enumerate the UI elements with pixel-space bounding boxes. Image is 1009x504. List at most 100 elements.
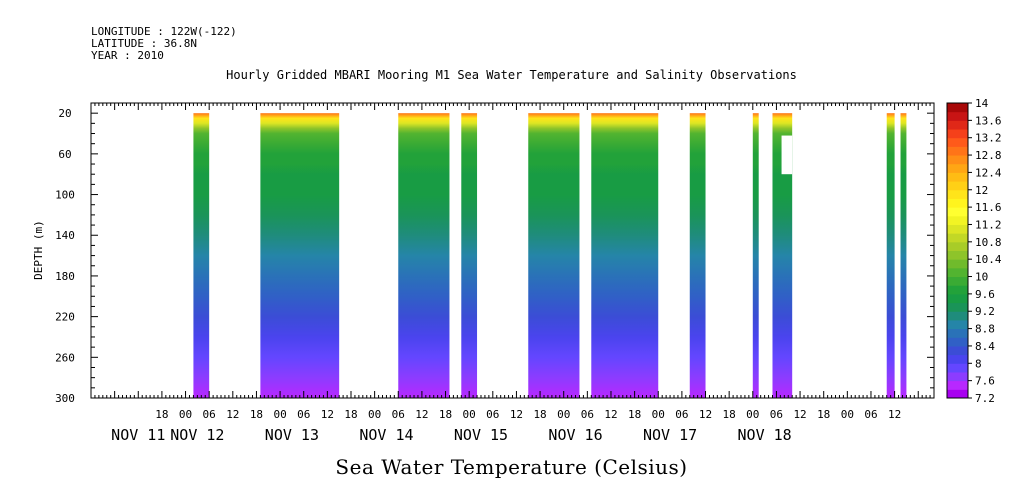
y-tick-label: 60: [58, 148, 71, 161]
x-day-label: NOV 16: [548, 426, 602, 444]
x-tick-label: 18: [628, 408, 641, 421]
x-tick-label: 12: [793, 408, 806, 421]
colorbar: 7.2 7.6 8 8.4 8.8 9.2 9.6 10 10.4 10.8 11.2 11.6 12 1…: [946, 97, 1002, 405]
colorbar-swatch: [947, 146, 968, 156]
longitude-label: LONGITUDE : 122W(-122): [91, 25, 237, 38]
colorbar-label: 11.2: [975, 218, 1002, 231]
data-segment: [900, 113, 907, 398]
y-tick-label: 180: [55, 270, 75, 283]
colorbar-swatch: [947, 293, 968, 304]
colorbar-swatch: [947, 111, 968, 121]
colorbar-label: 9.6: [975, 288, 995, 301]
colorbar-swatch: [947, 311, 968, 321]
x-axis-label: Sea Water Temperature (Celsius): [335, 455, 688, 479]
x-day-label: NOV 17: [643, 426, 697, 444]
colorbar-label: 12.4: [975, 166, 1002, 179]
colorbar-swatch: [947, 285, 968, 295]
colorbar-swatch: [947, 172, 968, 182]
colorbar-label: 8.4: [975, 340, 995, 353]
x-tick-label: 12: [699, 408, 712, 421]
x-day-label: NOV 15: [454, 426, 508, 444]
chart-title: Hourly Gridded MBARI Mooring M1 Sea Wate…: [226, 68, 797, 82]
data-segment: [193, 113, 210, 398]
colorbar-label: 7.2: [975, 392, 995, 405]
x-day-label: NOV 13: [265, 426, 319, 444]
colorbar-label: 8.8: [975, 323, 995, 336]
data-segment: [689, 113, 706, 398]
colorbar-label: 11.6: [975, 201, 1002, 214]
x-tick-label: 18: [439, 408, 452, 421]
plot-frame: [90, 102, 935, 399]
x-tick-label: 12: [604, 408, 617, 421]
x-tick-label: 18: [723, 408, 736, 421]
colorbar-swatch: [947, 103, 968, 113]
x-tick-label: 00: [273, 408, 286, 421]
latitude-label: LATITUDE : 36.8N: [91, 37, 197, 50]
data-segment: [461, 113, 478, 398]
x-day-label: NOV 11: [111, 426, 165, 444]
colorbar-swatch: [947, 354, 968, 364]
x-tick-label: 06: [392, 408, 405, 421]
colorbar-label: 12: [975, 184, 988, 197]
x-tick-label: 12: [888, 408, 901, 421]
x-tick-label: 12: [510, 408, 523, 421]
y-tick-label: 220: [55, 311, 75, 324]
x-day-label: NOV 18: [738, 426, 792, 444]
colorbar-label: 13.6: [975, 114, 1002, 127]
colorbar-label: 14: [975, 97, 989, 110]
x-tick-label: 00: [557, 408, 570, 421]
colorbar-label: 10: [975, 271, 988, 284]
data-segment: [752, 113, 759, 398]
y-axis-label: DEPTH (m): [32, 220, 45, 280]
x-day-label: NOV 12: [170, 426, 224, 444]
x-tick-label: 06: [770, 408, 783, 421]
x-tick-label: 00: [652, 408, 665, 421]
data-segment: [260, 113, 340, 398]
colorbar-swatch: [947, 328, 968, 338]
colorbar-swatch: [947, 389, 968, 399]
x-tick-label: 06: [203, 408, 216, 421]
x-tick-label: 06: [675, 408, 688, 421]
y-axis: 20 60 100 140 180 220 260 300: [55, 102, 934, 405]
y-tick-label: 140: [55, 229, 75, 242]
colorbar-swatch: [947, 371, 968, 382]
data-segments: [193, 113, 907, 398]
x-tick-label: 06: [581, 408, 594, 421]
colorbar-swatch: [947, 233, 968, 243]
colorbar-swatch: [947, 345, 968, 356]
colorbar-swatch: [947, 337, 968, 347]
data-segment: [772, 113, 793, 398]
x-tick-label: 12: [415, 408, 428, 421]
colorbar-swatch: [947, 302, 968, 312]
colorbar-swatch: [947, 189, 968, 199]
colorbar-label: 7.6: [975, 375, 995, 388]
x-tick-label: 12: [226, 408, 239, 421]
colorbar-label: 10.4: [975, 253, 1002, 266]
colorbar-label: 9.2: [975, 305, 995, 318]
x-tick-label: 06: [864, 408, 877, 421]
x-tick-label: 06: [297, 408, 310, 421]
y-tick-label: 100: [55, 189, 75, 202]
data-segment: [398, 113, 450, 398]
colorbar-swatch: [947, 163, 968, 173]
y-tick-label: 20: [58, 107, 71, 120]
data-segment: [528, 113, 580, 398]
x-axis: 18 00 06 12 18 00 06 12 18 00 06 12 18 00 06 12 18 00 06 12…: [90, 103, 935, 444]
data-segment: [591, 113, 659, 398]
colorbar-label: 10.8: [975, 236, 1002, 249]
colorbar-swatch: [947, 250, 968, 260]
colorbar-swatch: [947, 120, 968, 130]
x-tick-label: 18: [250, 408, 263, 421]
x-day-label: NOV 14: [359, 426, 413, 444]
y-tick-label: 260: [55, 351, 75, 364]
colorbar-swatch: [947, 198, 968, 208]
x-tick-label: 00: [463, 408, 476, 421]
x-tick-label: 18: [533, 408, 546, 421]
colorbar-label: 13.2: [975, 132, 1002, 145]
colorbar-label: 8: [975, 357, 982, 370]
x-tick-label: 00: [368, 408, 381, 421]
colorbar-swatch: [947, 181, 968, 191]
x-tick-label: 18: [155, 408, 168, 421]
x-tick-label: 00: [841, 408, 854, 421]
